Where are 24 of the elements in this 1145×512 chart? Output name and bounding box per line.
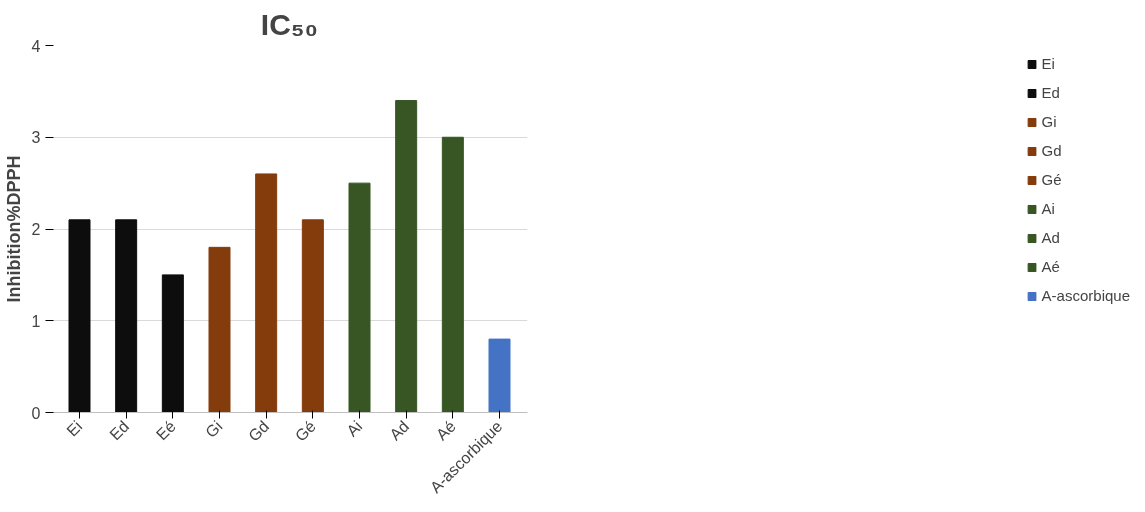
legend-label: A-ascorbique xyxy=(1041,287,1130,304)
legend-label: Gd xyxy=(1041,142,1062,159)
x-tick-label: Ai xyxy=(343,417,366,440)
x-tick-label: Ed xyxy=(106,417,133,444)
legend-label: Ed xyxy=(1041,84,1061,101)
x-tick-label: Ad xyxy=(386,417,413,444)
y-tick-label: 0 xyxy=(31,404,41,422)
y-tick-label: 2 xyxy=(31,221,41,238)
x-tick-label: Gé xyxy=(291,417,319,445)
legend-label: Gé xyxy=(1041,171,1062,188)
x-tick-label: Gi xyxy=(202,417,226,441)
legend-label: Ei xyxy=(1041,55,1056,72)
legend-label: Gi xyxy=(1041,113,1058,130)
legend-label: Ad xyxy=(1041,229,1061,246)
x-tick-label: Eé xyxy=(152,417,179,444)
y-tick-label: 4 xyxy=(31,37,41,55)
x-tick-label: Gd xyxy=(245,417,273,445)
x-tick-label: Ei xyxy=(63,417,86,440)
chart-title: IC₅₀ xyxy=(260,7,319,41)
y-tick-label: 1 xyxy=(31,312,41,330)
y-tick-label: 3 xyxy=(31,129,41,147)
legend-label: Aé xyxy=(1041,258,1061,275)
y-axis-title: Inhibition%DPPH xyxy=(3,155,24,303)
legend-label: Ai xyxy=(1041,200,1056,217)
